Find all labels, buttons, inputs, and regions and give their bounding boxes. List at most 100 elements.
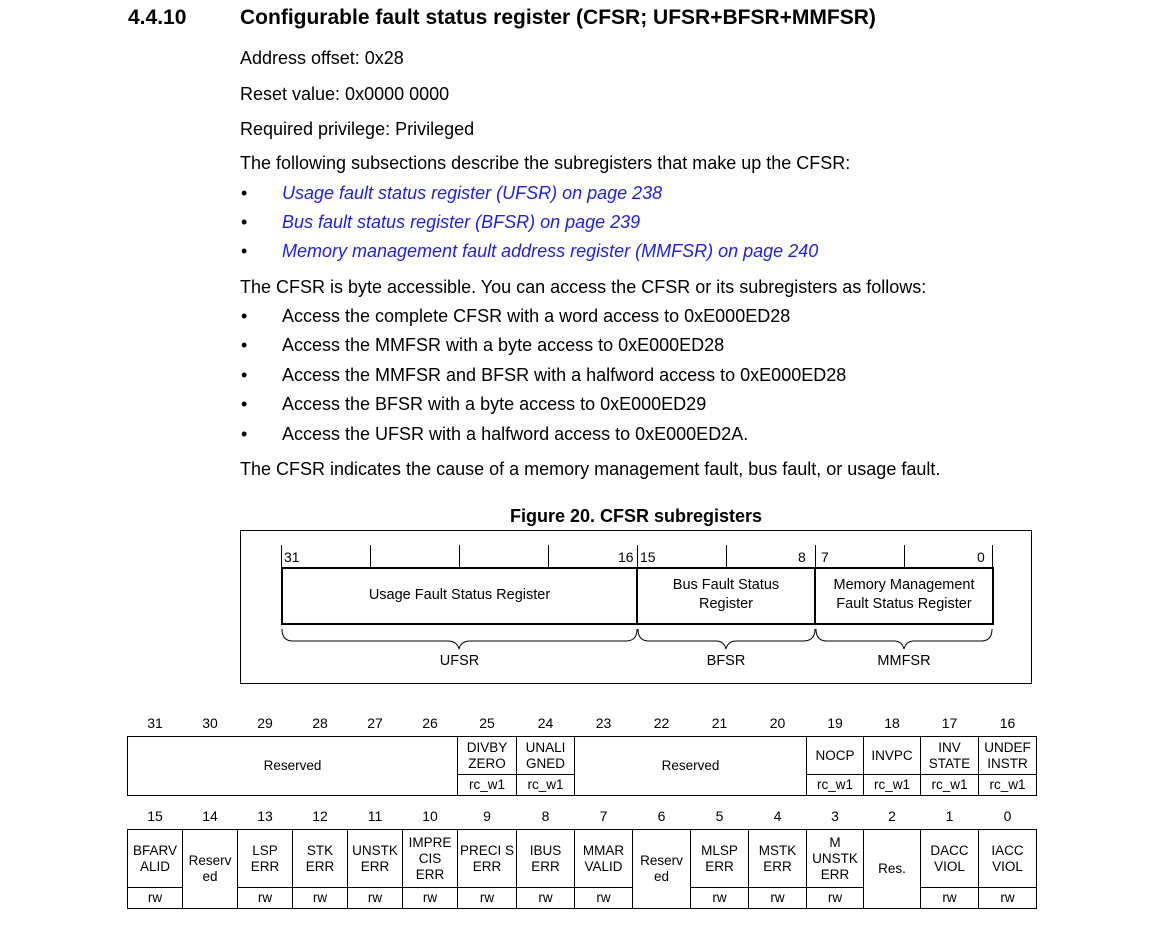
bit-label-0: 0 (977, 549, 985, 565)
field-mstkerr: MSTK ERR (748, 829, 807, 888)
bit-number: 10 (422, 807, 438, 824)
bit-tick (281, 545, 282, 567)
bfsr-brace (637, 628, 816, 650)
access-item: Access the UFSR with a halfword access t… (282, 424, 749, 444)
access-type: rw (237, 887, 293, 909)
access-type: rc_w1 (457, 774, 517, 796)
bit-number: 6 (657, 807, 666, 824)
bit-number: 14 (202, 807, 218, 824)
bullet-icon: • (241, 241, 248, 261)
bit-tick (815, 545, 816, 567)
access-type: rw (978, 887, 1037, 909)
bit-number: 23 (595, 714, 612, 731)
mmfsr-box-label-1: Memory Management (833, 577, 975, 593)
bit-tick (637, 545, 638, 567)
link-bfsr[interactable]: Bus fault status register (BFSR) on page… (282, 212, 641, 232)
bit-label-7: 7 (821, 549, 829, 565)
bullet-icon: • (241, 306, 248, 326)
figure-cfsr-subregisters: 31 16 15 8 7 0 Usage Fault Status Regist… (240, 530, 1032, 684)
bit-number: 1 (945, 807, 954, 824)
bit-number: 31 (147, 714, 163, 731)
access-type: rw (402, 887, 458, 909)
bit-number: 9 (483, 807, 491, 824)
bit-number: 29 (257, 714, 273, 731)
field-stkerr: STK ERR (292, 829, 348, 888)
bit-number: 2 (888, 807, 896, 824)
bit-number: 13 (257, 807, 273, 824)
field-reserved: Reserv ed (182, 829, 238, 909)
bit-number: 28 (312, 714, 328, 731)
access-type: rw (806, 887, 864, 909)
bullet-icon: • (241, 394, 248, 414)
bit-label-8: 8 (798, 549, 806, 565)
access-type: rw (516, 887, 575, 909)
bit-number: 16 (999, 714, 1016, 731)
bit-label-15: 15 (640, 549, 656, 565)
bit-number: 27 (367, 714, 383, 731)
access-type: rw (127, 887, 183, 909)
access-type: rw (574, 887, 633, 909)
bfsr-box-label-1: Bus Fault Status (672, 577, 780, 593)
conclusion-text: The CFSR indicates the cause of a memory… (240, 459, 941, 479)
bit-number: 20 (769, 714, 786, 731)
field-lsperr: LSP ERR (237, 829, 293, 888)
bit-number: 25 (479, 714, 495, 731)
register-table-low: 15 14 13 12 11 10 9 8 7 6 5 4 3 2 1 0 BF… (127, 802, 1037, 909)
bit-number: 5 (715, 807, 724, 824)
bit-tick (548, 545, 549, 567)
field-reserved: Reserved (127, 736, 458, 796)
access-type: rw (347, 887, 403, 909)
bit-tick (992, 545, 993, 567)
field-nocp: NOCP (806, 736, 864, 775)
bit-number: 4 (773, 807, 782, 824)
field-reserved: Reserv ed (632, 829, 691, 909)
field-ibuserr: IBUS ERR (516, 829, 575, 888)
access-type: rc_w1 (863, 774, 921, 796)
bit-number: 12 (312, 807, 328, 824)
bit-number: 3 (831, 807, 839, 824)
section-title: Configurable fault status register (CFSR… (240, 6, 876, 29)
bullet-icon: • (241, 424, 248, 444)
bit-label-31: 31 (284, 549, 300, 565)
link-mmfsr[interactable]: Memory management fault address register… (282, 241, 819, 261)
bfsr-box-label-2: Register (699, 596, 753, 612)
field-daccviol: DACC VIOL (920, 829, 979, 888)
field-invstate: INV STATE (920, 736, 979, 775)
access-type: rc_w1 (920, 774, 979, 796)
access-type: rw (748, 887, 807, 909)
access-type: rc_w1 (806, 774, 864, 796)
mmfsr-label: MMFSR (877, 653, 931, 669)
field-mmarvalid: MMAR VALID (574, 829, 633, 888)
address-offset: Address offset: 0x28 (240, 48, 404, 68)
subsections-intro: The following subsections describe the s… (240, 153, 851, 173)
field-divbyzero: DIVBY ZERO (457, 736, 517, 775)
field-undefinstr: UNDEF INSTR (978, 736, 1037, 775)
field-preciserr: PRECI S ERR (457, 829, 517, 888)
ufsr-label: UFSR (439, 653, 480, 669)
access-type: rc_w1 (978, 774, 1037, 796)
field-unaligned: UNALI GNED (516, 736, 575, 775)
bit-number: 22 (653, 714, 670, 731)
field-unstkerr: UNSTK ERR (347, 829, 403, 888)
field-bfarvalid: BFARV ALID (127, 829, 183, 888)
access-type: rw (457, 887, 517, 909)
bit-number: 7 (599, 807, 608, 824)
access-item: Access the complete CFSR with a word acc… (282, 306, 791, 326)
mmfsr-box (814, 567, 994, 625)
bit-tick (726, 545, 727, 567)
link-ufsr[interactable]: Usage fault status register (UFSR) on pa… (282, 183, 663, 203)
brace-group (281, 628, 993, 650)
bullet-icon: • (241, 212, 248, 232)
bit-number: 0 (1003, 807, 1012, 824)
figure-title: Figure 20. CFSR subregisters (509, 506, 763, 526)
ufsr-box-label: Usage Fault Status Register (368, 587, 551, 603)
access-type: rw (292, 887, 348, 909)
field-invpc: INVPC (863, 736, 921, 775)
bit-number: 24 (537, 714, 554, 731)
required-privilege: Required privilege: Privileged (240, 119, 475, 139)
bit-tick (459, 545, 460, 567)
access-item: Access the MMFSR with a byte access to 0… (282, 335, 725, 355)
bit-number: 8 (541, 807, 550, 824)
mmfsr-box-label-2: Fault Status Register (836, 596, 972, 612)
bit-number: 30 (202, 714, 218, 731)
